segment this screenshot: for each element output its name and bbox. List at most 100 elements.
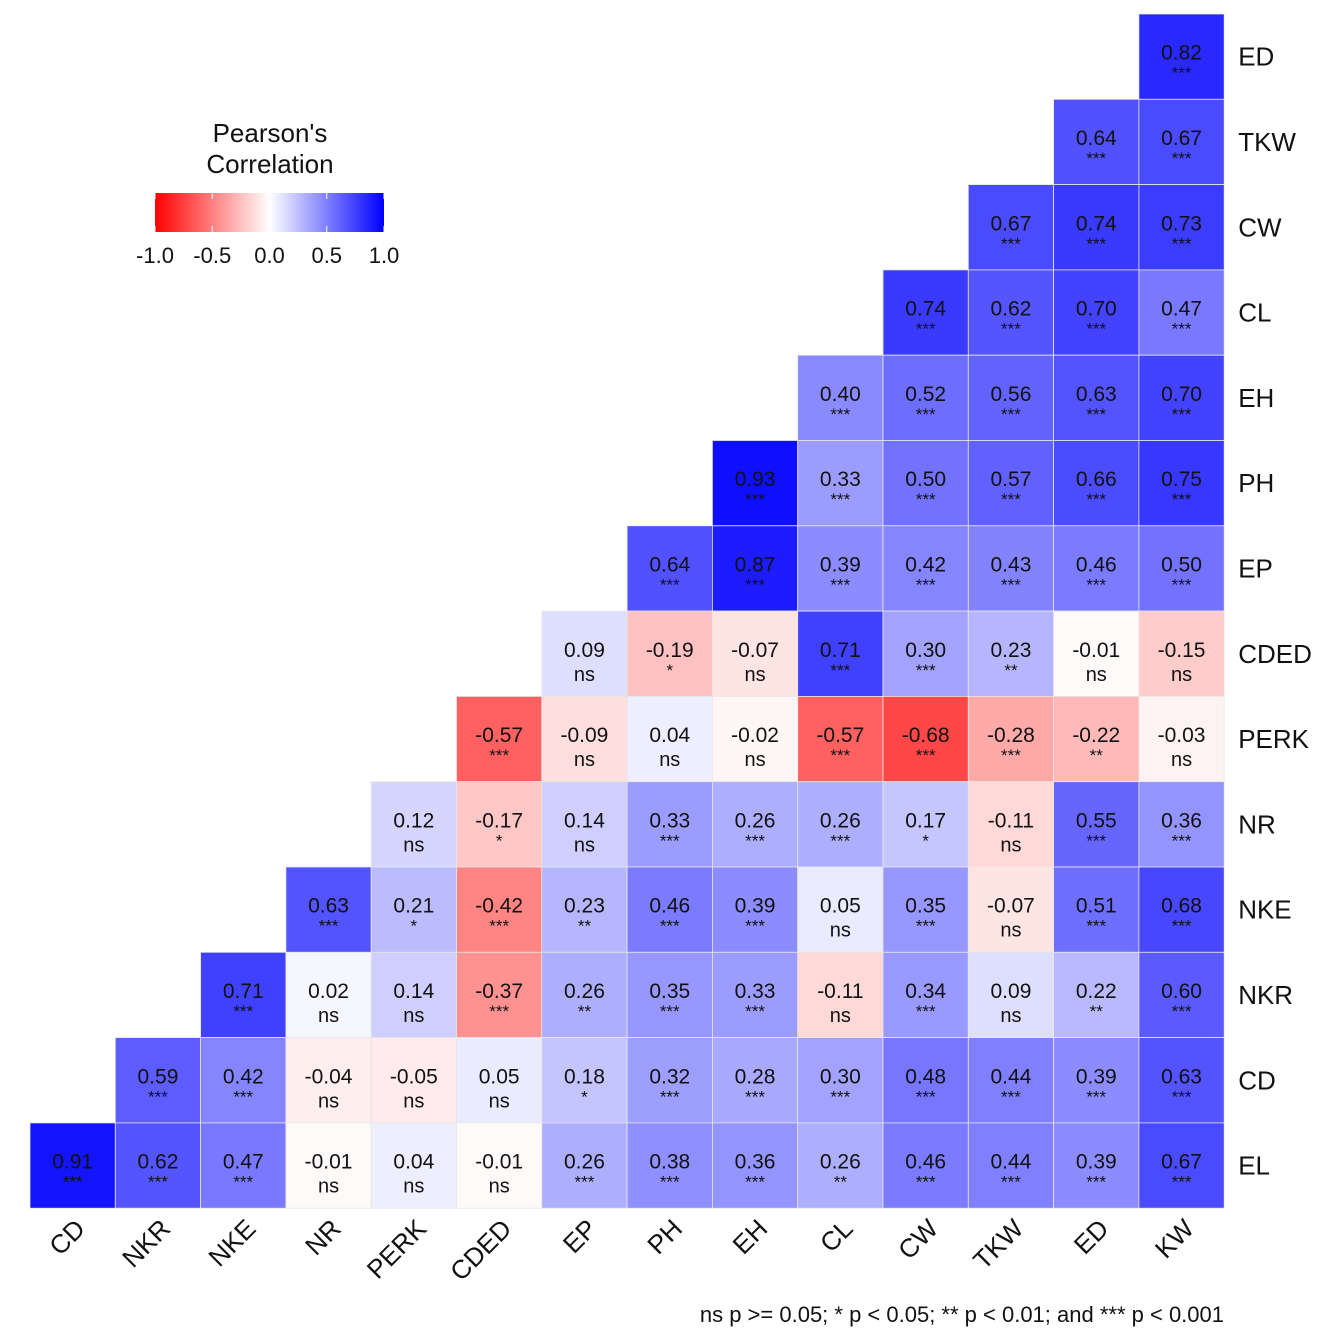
- cell-value-label: 0.56: [991, 383, 1032, 406]
- heatmap-cell: [712, 866, 799, 953]
- cell-value-label: 0.68: [1161, 895, 1202, 918]
- cell-significance-label: *: [922, 831, 929, 850]
- cell-significance-label: ns: [1171, 664, 1192, 686]
- cell-value-label: 0.51: [1076, 895, 1117, 918]
- cell-value-label: 0.59: [138, 1065, 179, 1088]
- heatmap-cell: [626, 525, 713, 612]
- x-tick-label: KW: [1149, 1213, 1200, 1264]
- cell-value-label: -0.01: [475, 1151, 523, 1174]
- cell-value-label: -0.09: [561, 724, 609, 747]
- cell-significance-label: ***: [745, 831, 765, 850]
- cell-value-label: 0.63: [308, 895, 349, 918]
- cell-value-label: 0.02: [308, 980, 349, 1003]
- cell-significance-label: ns: [1000, 920, 1021, 942]
- cell-value-label: -0.37: [475, 980, 523, 1003]
- cell-significance-label: ***: [916, 490, 936, 509]
- cell-value-label: 0.91: [52, 1151, 93, 1174]
- cell-significance-label: ns: [489, 1176, 510, 1198]
- heatmap-cell: [1138, 951, 1225, 1038]
- cell-value-label: 0.40: [820, 383, 861, 406]
- cell-value-label: 0.32: [649, 1065, 690, 1088]
- cell-value-label: 0.62: [138, 1151, 179, 1174]
- heatmap-cell: [712, 1037, 799, 1124]
- heatmap-cell: [456, 866, 543, 953]
- cell-value-label: -0.28: [987, 724, 1035, 747]
- cell-significance-label: ***: [1001, 1173, 1021, 1192]
- cell-significance-label: ***: [660, 917, 680, 936]
- cell-significance-label: ***: [660, 1173, 680, 1192]
- cell-significance-label: ***: [1086, 320, 1106, 339]
- cell-value-label: -0.11: [817, 980, 863, 1003]
- heatmap-cell: [1138, 696, 1225, 783]
- heatmap-cell: [797, 1122, 884, 1209]
- cell-value-label: -0.04: [305, 1065, 353, 1088]
- cell-significance-label: ***: [1172, 320, 1192, 339]
- heatmap-cell: [200, 951, 287, 1038]
- cell-significance-label: ***: [63, 1173, 83, 1192]
- heatmap-cell: [1138, 269, 1225, 356]
- cell-value-label: 0.33: [735, 980, 776, 1003]
- cell-significance-label: ***: [1172, 1173, 1192, 1192]
- y-tick-label: EL: [1238, 1151, 1270, 1181]
- cell-significance-label: ns: [403, 1005, 424, 1027]
- cell-significance-label: ***: [916, 1173, 936, 1192]
- heatmap-cell: [882, 696, 969, 783]
- cell-value-label: 0.26: [820, 809, 861, 832]
- cell-significance-label: ***: [660, 575, 680, 594]
- legend-tick-label: -0.5: [193, 243, 231, 268]
- cell-value-label: 0.44: [991, 1151, 1032, 1174]
- cell-significance-label: ***: [575, 1173, 595, 1192]
- cell-value-label: 0.39: [1076, 1065, 1117, 1088]
- heatmap-cell: [712, 951, 799, 1038]
- y-tick-label: EP: [1238, 553, 1273, 583]
- y-tick-label: CL: [1238, 298, 1271, 328]
- heatmap-cell: [882, 866, 969, 953]
- heatmap-cell: [882, 354, 969, 441]
- heatmap-cell: [370, 1037, 457, 1124]
- cell-value-label: 0.33: [649, 809, 690, 832]
- cell-significance-label: ***: [916, 575, 936, 594]
- cell-significance-label: ns: [318, 1090, 339, 1112]
- heatmap-cell: [626, 696, 713, 783]
- heatmap-cell: [797, 354, 884, 441]
- cell-value-label: -0.15: [1158, 639, 1206, 662]
- heatmap-cell: [712, 1122, 799, 1209]
- cell-significance-label: **: [1090, 1002, 1104, 1021]
- cell-value-label: 0.67: [1161, 127, 1202, 150]
- heatmap-cell: [285, 1122, 372, 1209]
- cell-value-label: 0.35: [905, 895, 946, 918]
- heatmap-cell: [1053, 696, 1140, 783]
- cell-value-label: 0.42: [223, 1065, 264, 1088]
- y-tick-label: NKE: [1238, 895, 1291, 925]
- heatmap-cell: [967, 184, 1054, 271]
- cell-significance-label: ns: [1000, 1005, 1021, 1027]
- cell-value-label: -0.01: [305, 1151, 353, 1174]
- x-tick-label: ED: [1068, 1213, 1115, 1260]
- cell-significance-label: ***: [745, 1002, 765, 1021]
- cell-significance-label: ***: [489, 917, 509, 936]
- heatmap-cell: [797, 440, 884, 527]
- x-axis-labels: CD NKR NKE NR PERK CDED EP PH EH CL CW TKW ED KW: [43, 1213, 1200, 1287]
- cell-value-label: 0.67: [991, 212, 1032, 235]
- cell-value-label: 0.26: [564, 980, 605, 1003]
- cell-value-label: 0.52: [905, 383, 946, 406]
- heatmap-cell: [370, 781, 457, 868]
- cell-significance-label: ***: [916, 746, 936, 765]
- cell-significance-label: ***: [830, 575, 850, 594]
- x-tick-label: NKE: [202, 1213, 261, 1272]
- cell-significance-label: ***: [233, 1087, 253, 1106]
- cell-significance-label: ***: [319, 917, 339, 936]
- cell-significance-label: ***: [1172, 917, 1192, 936]
- heatmap-cell: [370, 1122, 457, 1209]
- cell-significance-label: ***: [1086, 1087, 1106, 1106]
- cell-significance-label: ns: [318, 1176, 339, 1198]
- heatmap-cell: [370, 866, 457, 953]
- cell-value-label: 0.74: [905, 298, 946, 321]
- cell-significance-label: **: [578, 1002, 592, 1021]
- cell-significance-label: ***: [148, 1173, 168, 1192]
- cell-value-label: 0.47: [223, 1151, 264, 1174]
- cell-significance-label: ns: [574, 834, 595, 856]
- cell-value-label: 0.09: [991, 980, 1032, 1003]
- cell-significance-label: ***: [1172, 405, 1192, 424]
- cell-value-label: 0.22: [1076, 980, 1117, 1003]
